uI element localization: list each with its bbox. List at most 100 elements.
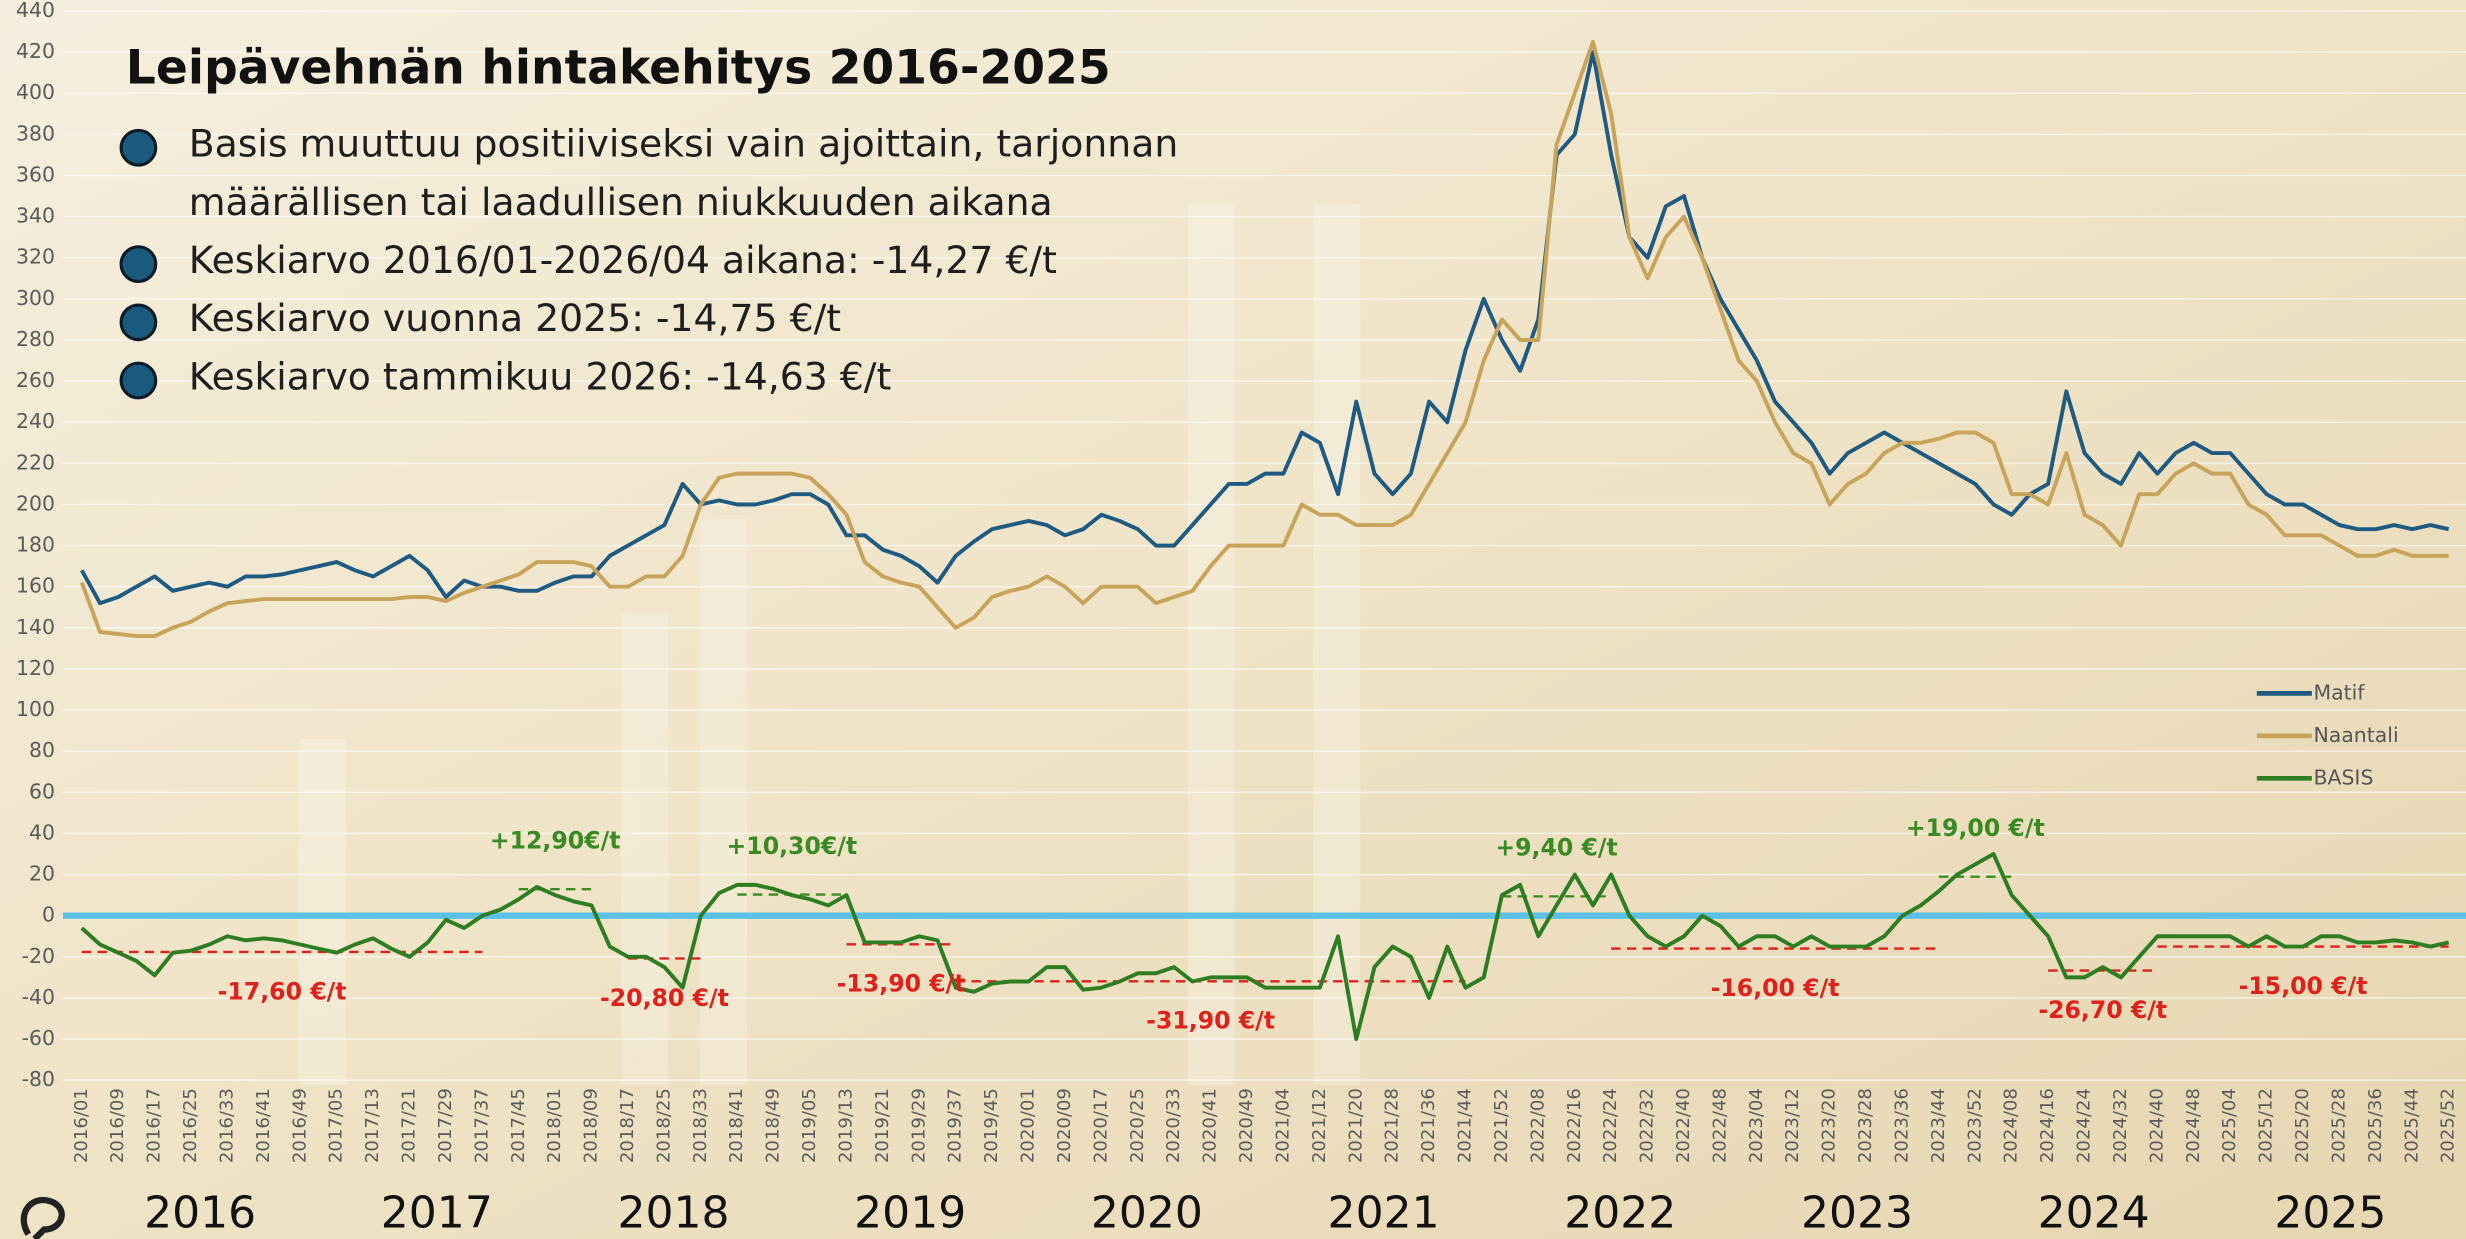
year-label: 2022 — [1564, 1187, 1676, 1238]
year-label: 2020 — [1091, 1187, 1203, 1238]
x-tick-label: 2017/29 — [435, 1088, 456, 1163]
annotation-label: -13,90 €/t — [837, 970, 966, 998]
x-tick-label: 2025/36 — [2365, 1088, 2386, 1163]
x-tick-label: 2023/12 — [1782, 1088, 1803, 1163]
year-label: 2023 — [1801, 1187, 1913, 1238]
y-tick-label: -60 — [22, 1026, 55, 1050]
year-label: 2021 — [1328, 1187, 1440, 1238]
x-tick-label: 2017/37 — [471, 1088, 492, 1163]
x-tick-label: 2017/05 — [326, 1088, 347, 1163]
y-tick-label: 220 — [16, 450, 55, 474]
bullet-text: Keskiarvo tammikuu 2026: -14,63 €/t — [189, 354, 892, 398]
x-tick-label: 2016/17 — [144, 1088, 165, 1163]
bullet-text: määrällisen tai laadullisen niukkuuden a… — [189, 180, 1053, 224]
x-tick-label: 2018/01 — [544, 1088, 565, 1163]
x-tick-label: 2018/09 — [581, 1088, 602, 1163]
x-tick-label: 2019/37 — [945, 1088, 966, 1163]
annotation-label: +9,40 €/t — [1495, 834, 1617, 862]
y-tick-label: 0 — [42, 903, 55, 927]
x-tick-label: 2022/08 — [1527, 1088, 1548, 1163]
y-tick-label: 20 — [29, 862, 55, 886]
x-tick-label: 2016/33 — [216, 1088, 237, 1163]
x-tick-label: 2024/16 — [2037, 1088, 2058, 1163]
x-tick-label: 2016/49 — [289, 1088, 310, 1163]
x-tick-label: 2024/40 — [2146, 1088, 2167, 1163]
x-tick-label: 2016/41 — [253, 1088, 274, 1163]
legend-label: BASIS — [2313, 765, 2373, 789]
x-tick-label: 2025/12 — [2256, 1088, 2277, 1163]
x-tick-label: 2020/25 — [1127, 1088, 1148, 1163]
x-tick-label: 2018/41 — [726, 1088, 747, 1163]
annotation-label: -15,00 €/t — [2239, 972, 2368, 1000]
y-tick-label: 140 — [16, 615, 55, 639]
annotation-label: -16,00 €/t — [1711, 974, 1840, 1002]
y-tick-label: 280 — [16, 327, 55, 351]
x-tick-label: 2017/21 — [399, 1088, 420, 1163]
annotation-label: +19,00 €/t — [1906, 814, 2045, 842]
x-tick-label: 2018/25 — [653, 1088, 674, 1163]
x-tick-label: 2024/08 — [2001, 1088, 2022, 1163]
x-tick-label: 2025/44 — [2401, 1088, 2422, 1163]
x-tick-label: 2019/21 — [872, 1088, 893, 1163]
x-tick-label: 2023/36 — [1891, 1088, 1912, 1163]
x-tick-label: 2019/05 — [799, 1088, 820, 1163]
annotation-label: +10,30€/t — [727, 832, 858, 860]
y-tick-label: 400 — [16, 80, 55, 104]
x-tick-label: 2023/52 — [1964, 1088, 1985, 1163]
x-tick-label: 2018/17 — [617, 1088, 638, 1163]
x-tick-label: 2017/13 — [362, 1088, 383, 1163]
y-tick-label: 360 — [16, 162, 55, 186]
year-label: 2025 — [2274, 1187, 2386, 1238]
y-tick-label: 200 — [16, 491, 55, 515]
year-label: 2019 — [854, 1187, 966, 1238]
x-tick-label: 2023/28 — [1855, 1088, 1876, 1163]
y-tick-label: 180 — [16, 533, 55, 557]
logo — [20, 1196, 65, 1239]
y-tick-label: 120 — [16, 656, 55, 680]
y-tick-label: 320 — [16, 245, 55, 269]
annotation-label: -31,90 €/t — [1146, 1007, 1275, 1035]
bullet-text: Basis muuttuu positiiviseksi vain ajoitt… — [189, 122, 1179, 166]
bullet-dot — [119, 303, 158, 342]
legend-label: Naantali — [2313, 723, 2398, 747]
x-tick-label: 2017/45 — [508, 1088, 529, 1163]
x-tick-label: 2022/40 — [1673, 1088, 1694, 1163]
x-tick-label: 2021/36 — [1418, 1088, 1439, 1163]
x-tick-label: 2023/04 — [1746, 1088, 1767, 1163]
y-tick-label: -40 — [22, 985, 55, 1009]
x-tick-label: 2025/04 — [2219, 1088, 2240, 1163]
x-tick-label: 2021/20 — [1345, 1088, 1366, 1163]
annotation-label: +12,90€/t — [490, 827, 621, 855]
y-tick-label: 160 — [16, 574, 55, 598]
x-tick-label: 2021/44 — [1455, 1088, 1476, 1163]
y-tick-label: 240 — [16, 409, 55, 433]
annotation-label: -26,70 €/t — [2038, 996, 2167, 1024]
x-tick-label: 2020/17 — [1090, 1088, 1111, 1163]
series-line — [80, 50, 2450, 606]
x-tick-label: 2016/25 — [180, 1088, 201, 1163]
x-tick-label: 2016/09 — [107, 1088, 128, 1163]
x-tick-label: 2022/16 — [1564, 1088, 1585, 1163]
year-label: 2017 — [381, 1187, 493, 1238]
x-tick-label: 2023/20 — [1819, 1088, 1840, 1163]
x-tick-label: 2023/44 — [1928, 1088, 1949, 1163]
y-tick-label: 340 — [16, 204, 55, 228]
bullet-dot — [119, 361, 158, 400]
y-tick-label: 420 — [16, 39, 55, 63]
x-tick-label: 2025/28 — [2328, 1088, 2349, 1163]
x-tick-label: 2025/20 — [2292, 1088, 2313, 1163]
x-tick-label: 2022/24 — [1600, 1088, 1621, 1163]
x-tick-label: 2016/01 — [71, 1088, 92, 1163]
y-tick-label: -20 — [22, 944, 55, 968]
x-tick-label: 2024/24 — [2074, 1088, 2095, 1163]
bullet-text: Keskiarvo vuonna 2025: -14,75 €/t — [189, 296, 841, 340]
x-tick-label: 2020/49 — [1236, 1088, 1257, 1163]
x-tick-label: 2018/49 — [763, 1088, 784, 1163]
y-tick-label: 260 — [16, 368, 55, 392]
x-tick-label: 2020/41 — [1200, 1088, 1221, 1163]
year-label: 2018 — [617, 1187, 729, 1238]
x-tick-label: 2021/04 — [1272, 1088, 1293, 1163]
